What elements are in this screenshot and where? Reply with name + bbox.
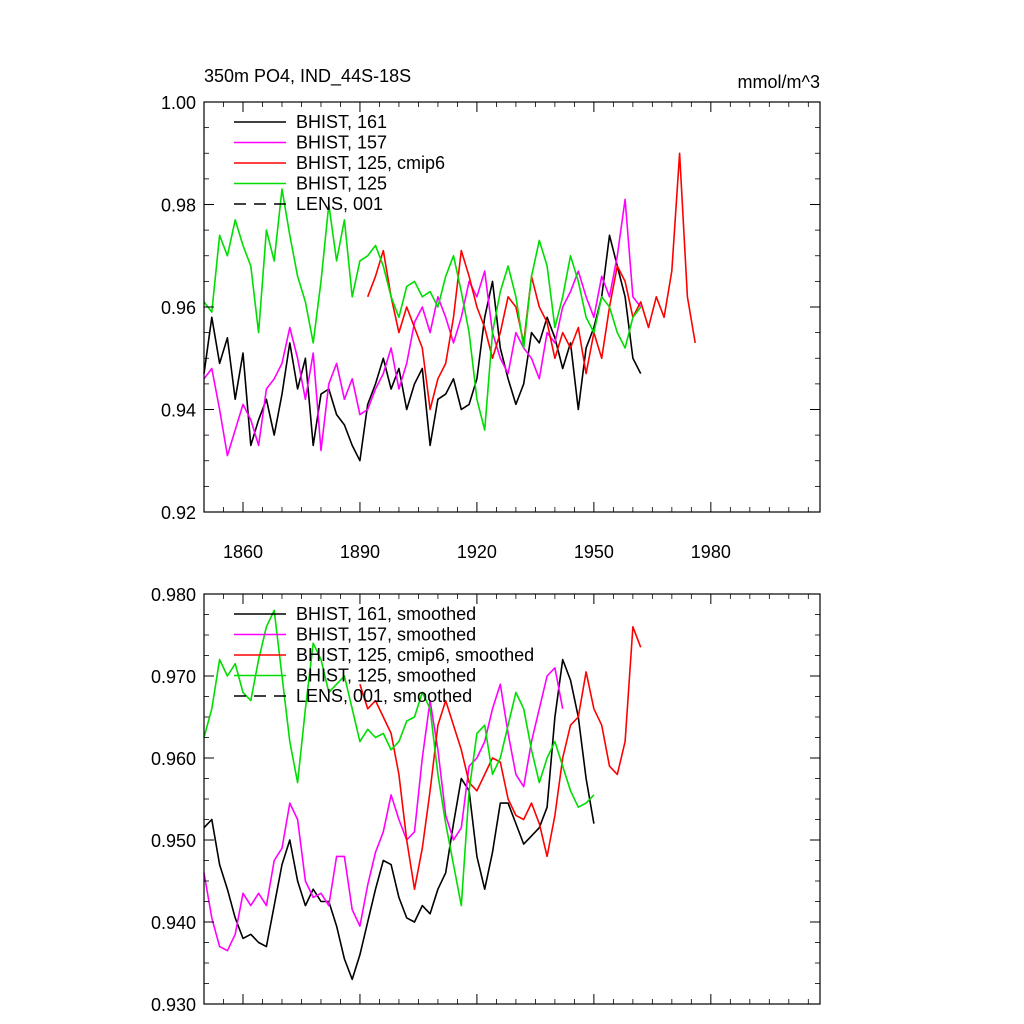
y-tick-label: 0.950 <box>151 831 196 851</box>
legend-label-1: BHIST, 161 <box>296 112 387 132</box>
x-tick-label: 1950 <box>574 542 614 562</box>
legend-label-1: BHIST, 161, smoothed <box>296 604 476 624</box>
y-tick-label: 0.98 <box>161 196 196 216</box>
chart-title: 350m PO4, IND_44S-18S <box>204 66 411 87</box>
legend-label-3: BHIST, 125, cmip6 <box>296 153 445 173</box>
y-tick-label: 0.960 <box>151 749 196 769</box>
series-line-3 <box>359 625 642 891</box>
legend-label-4: BHIST, 125, smoothed <box>296 666 476 686</box>
y-tick-label: 0.940 <box>151 913 196 933</box>
y-tick-label: 0.96 <box>161 298 196 318</box>
series-line-1 <box>203 658 595 981</box>
legend-label-2: BHIST, 157 <box>296 133 387 153</box>
bottom-chart-panel: 0.930 0.940 0.950 0.960 0.970 0.980 BHIST, 161… <box>151 585 821 1015</box>
legend-label-5: LENS, 001 <box>296 194 383 214</box>
y-tick-label: 0.980 <box>151 585 196 605</box>
series-line-1 <box>203 234 642 462</box>
series-line-2 <box>203 666 564 952</box>
y-tick-label: 0.970 <box>151 667 196 687</box>
x-tick-label: 1980 <box>691 542 731 562</box>
x-tick-label: 1890 <box>340 542 380 562</box>
legend-label-3: BHIST, 125, cmip6, smoothed <box>296 645 534 665</box>
series-line-4 <box>203 609 595 907</box>
y-tick-label: 0.94 <box>161 401 196 421</box>
series-line-4 <box>203 188 642 431</box>
legend-label-5: LENS, 001, smoothed <box>296 686 472 706</box>
x-tick-label: 1920 <box>457 542 497 562</box>
top-chart-panel: 350m PO4, IND_44S-18S mmol/m^3 1860 1890 1… <box>161 66 821 562</box>
series-line-2 <box>203 198 642 457</box>
y-tick-label: 1.00 <box>161 93 196 113</box>
legend-label-4: BHIST, 125 <box>296 174 387 194</box>
x-tick-label: 1860 <box>223 542 263 562</box>
legend-label-2: BHIST, 157, smoothed <box>296 625 476 645</box>
y-tick-label: 0.930 <box>151 995 196 1015</box>
units-label: mmol/m^3 <box>738 72 820 92</box>
y-tick-label: 0.92 <box>161 503 196 523</box>
